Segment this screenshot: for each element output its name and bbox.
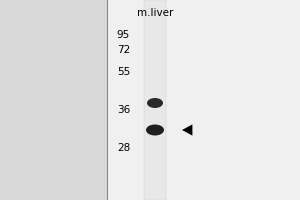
Text: m.liver: m.liver [137, 8, 173, 18]
Bar [0, 0, 107, 200]
Polygon shape [182, 124, 192, 136]
Text: 28: 28 [117, 143, 130, 153]
Text: 36: 36 [117, 105, 130, 115]
Text: 72: 72 [117, 45, 130, 55]
Bar [144, 0, 166, 200]
Ellipse shape [147, 98, 163, 108]
Bar [107, 0, 300, 200]
Ellipse shape [146, 124, 164, 136]
Text: 95: 95 [117, 30, 130, 40]
Text: 55: 55 [117, 67, 130, 77]
